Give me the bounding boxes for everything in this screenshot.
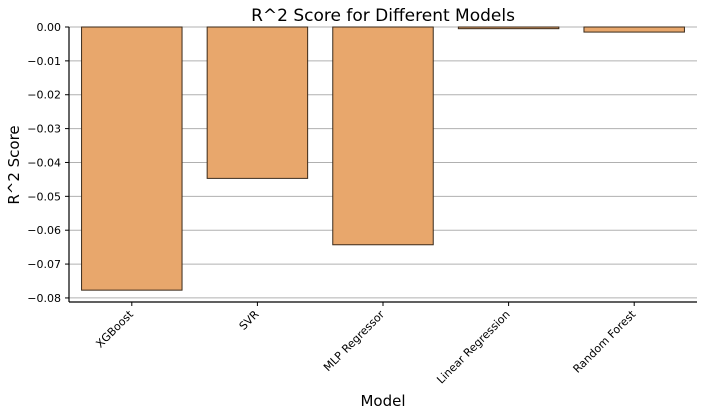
bar [206, 26, 309, 179]
y-tick-label: −0.06 [27, 224, 61, 237]
y-tick-label: −0.08 [27, 292, 61, 305]
bar [457, 26, 560, 30]
y-tick-label: −0.03 [27, 123, 61, 136]
y-tick-label: 0.00 [37, 21, 62, 34]
y-tick-label: −0.02 [27, 89, 61, 102]
x-tick-label: SVR [237, 308, 262, 333]
y-tick-label: −0.05 [27, 190, 61, 203]
y-tick-label: −0.04 [27, 156, 61, 169]
y-tick-label: −0.01 [27, 55, 61, 68]
chart-title: R^2 Score for Different Models [251, 6, 515, 26]
y-axis-label: R^2 Score [5, 125, 23, 204]
bars [81, 26, 685, 291]
x-axis-label: Model [360, 392, 405, 410]
y-tick-label: −0.07 [27, 258, 61, 271]
x-tick-label: Linear Regression [434, 308, 512, 386]
x-tick-label: XGBoost [93, 307, 136, 350]
bar [332, 26, 434, 246]
bar [81, 26, 183, 291]
x-tick-label: MLP Regressor [321, 308, 387, 374]
y-ticks: 0.00 −0.01 −0.02 −0.03 −0.04 −0.05 −0.06 −0.07 −… [27, 21, 69, 305]
bar [583, 26, 685, 33]
x-ticks: XGBoost SVR MLP Regressor Linear Regression… [93, 302, 639, 386]
x-tick-label: Random Forest [571, 307, 639, 375]
